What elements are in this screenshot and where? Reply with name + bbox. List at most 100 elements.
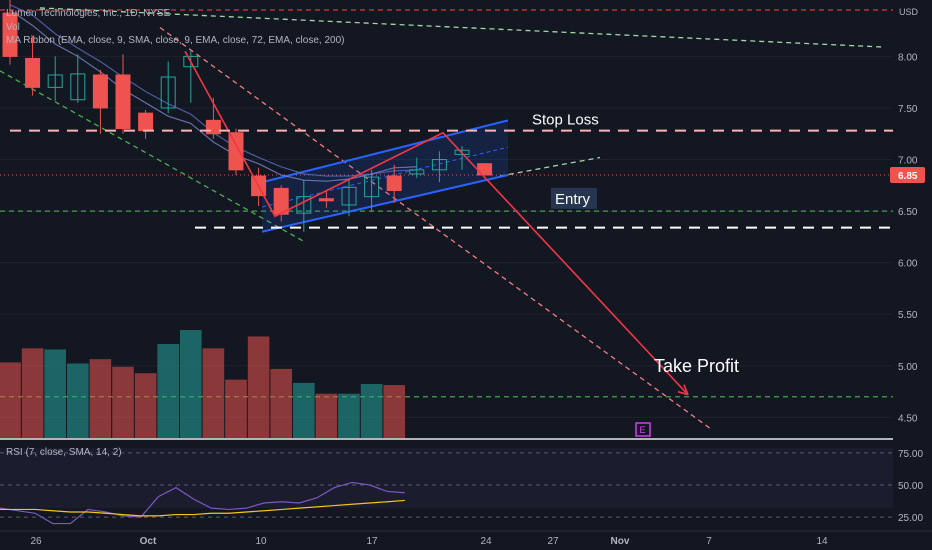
earnings-marker-label: E bbox=[640, 425, 646, 435]
candle bbox=[477, 163, 493, 176]
volume-bar bbox=[21, 348, 44, 438]
earnings-marker bbox=[635, 422, 651, 437]
candle bbox=[138, 110, 154, 139]
candle bbox=[431, 151, 447, 183]
time-tick-label: 17 bbox=[366, 536, 378, 547]
volume-bar bbox=[315, 393, 338, 438]
rsi-band bbox=[0, 448, 893, 508]
entry-label: Entry bbox=[555, 191, 591, 208]
candle-body bbox=[92, 74, 108, 109]
channel-fill bbox=[262, 120, 508, 232]
price-axis-bg bbox=[893, 0, 932, 550]
candle-body bbox=[409, 169, 425, 175]
candle bbox=[454, 146, 470, 170]
volume-bar bbox=[383, 385, 405, 438]
candle-body bbox=[115, 74, 131, 130]
ma-ribbon-legend: MA Ribbon (EMA, close, 9, SMA, close, 9,… bbox=[6, 35, 345, 46]
candle bbox=[341, 178, 357, 217]
candle-body bbox=[2, 12, 18, 57]
volume-bar bbox=[293, 382, 315, 438]
candle-body bbox=[318, 198, 334, 202]
time-tick-label: 14 bbox=[816, 536, 828, 547]
volume-bar bbox=[134, 373, 157, 438]
volume-legend: Vol bbox=[6, 22, 20, 33]
trendline-left bbox=[0, 70, 306, 243]
volume-bar bbox=[270, 368, 292, 438]
volume-bar bbox=[202, 348, 225, 438]
time-tick-label: 10 bbox=[255, 536, 267, 547]
candle-body bbox=[160, 76, 176, 109]
take-profit-label: Take Profit bbox=[654, 356, 739, 376]
time-tick-label: 24 bbox=[480, 536, 492, 547]
candle-body bbox=[70, 73, 86, 101]
candle-body bbox=[228, 132, 244, 171]
candle-body bbox=[364, 176, 380, 198]
candle bbox=[47, 56, 63, 101]
candle-body bbox=[431, 159, 447, 171]
price-tick-label: 7.50 bbox=[898, 104, 918, 115]
candle bbox=[25, 35, 41, 96]
candle-body bbox=[183, 55, 199, 68]
rsi-tick-label: 75.00 bbox=[898, 449, 923, 460]
volume-bar bbox=[89, 359, 112, 438]
price-tick-label: 5.00 bbox=[898, 362, 918, 373]
candle-body bbox=[454, 149, 470, 155]
stop-loss-label: Stop Loss bbox=[532, 111, 599, 128]
rsi-ma-line bbox=[0, 499, 405, 517]
price-tick-label: 5.50 bbox=[898, 310, 918, 321]
volume-bar bbox=[225, 379, 247, 438]
candle-body bbox=[341, 186, 357, 206]
rsi-tick-label: 50.00 bbox=[898, 481, 923, 492]
channel-lower bbox=[261, 174, 509, 233]
candle bbox=[273, 185, 289, 222]
trendline-right bbox=[499, 156, 601, 177]
candle bbox=[409, 157, 425, 179]
candle-body bbox=[138, 112, 154, 132]
candle-body bbox=[273, 187, 289, 215]
time-tick-label: 27 bbox=[547, 536, 559, 547]
currency-label: USD bbox=[899, 7, 919, 17]
volume-bar bbox=[180, 330, 202, 438]
volume-bar bbox=[338, 393, 360, 438]
volume-bar bbox=[360, 384, 383, 438]
price-tick-label: 4.50 bbox=[898, 413, 918, 424]
rsi-legend: RSI (7, close, SMA, 14, 2) bbox=[6, 447, 122, 458]
trendline-down bbox=[159, 27, 713, 431]
price-tick-label: 6.50 bbox=[898, 207, 918, 218]
candle-body bbox=[25, 57, 41, 88]
candle bbox=[318, 190, 334, 209]
price-tick-label: 8.00 bbox=[898, 52, 918, 63]
projected-path bbox=[184, 50, 689, 396]
candle bbox=[160, 61, 176, 114]
candle bbox=[386, 164, 402, 203]
volume-bar bbox=[0, 362, 21, 438]
arrow-head bbox=[677, 384, 689, 396]
volume-bar bbox=[112, 366, 134, 438]
volume-bar bbox=[157, 344, 179, 438]
candle bbox=[228, 128, 244, 176]
candle-body bbox=[205, 119, 221, 135]
volume-bar bbox=[247, 336, 270, 438]
time-tick-label: Nov bbox=[611, 536, 630, 547]
price-tick-label: 7.00 bbox=[898, 156, 918, 167]
candle-body bbox=[477, 163, 493, 176]
candle bbox=[92, 69, 108, 134]
price-tick-label: 6.00 bbox=[898, 259, 918, 270]
candle bbox=[2, 0, 18, 65]
candle bbox=[70, 54, 86, 103]
candle-body bbox=[47, 74, 63, 88]
candle bbox=[183, 50, 199, 103]
rsi-tick-label: 25.00 bbox=[898, 513, 923, 524]
time-tick-label: 7 bbox=[706, 536, 712, 547]
entry-label-bg bbox=[551, 187, 597, 209]
candle bbox=[364, 169, 380, 212]
time-tick-label: 26 bbox=[30, 536, 42, 547]
candle bbox=[115, 54, 131, 134]
candle-body bbox=[386, 175, 402, 191]
last-price-badge bbox=[890, 167, 925, 184]
rsi-line bbox=[0, 481, 405, 525]
trendline-upper bbox=[39, 7, 886, 48]
